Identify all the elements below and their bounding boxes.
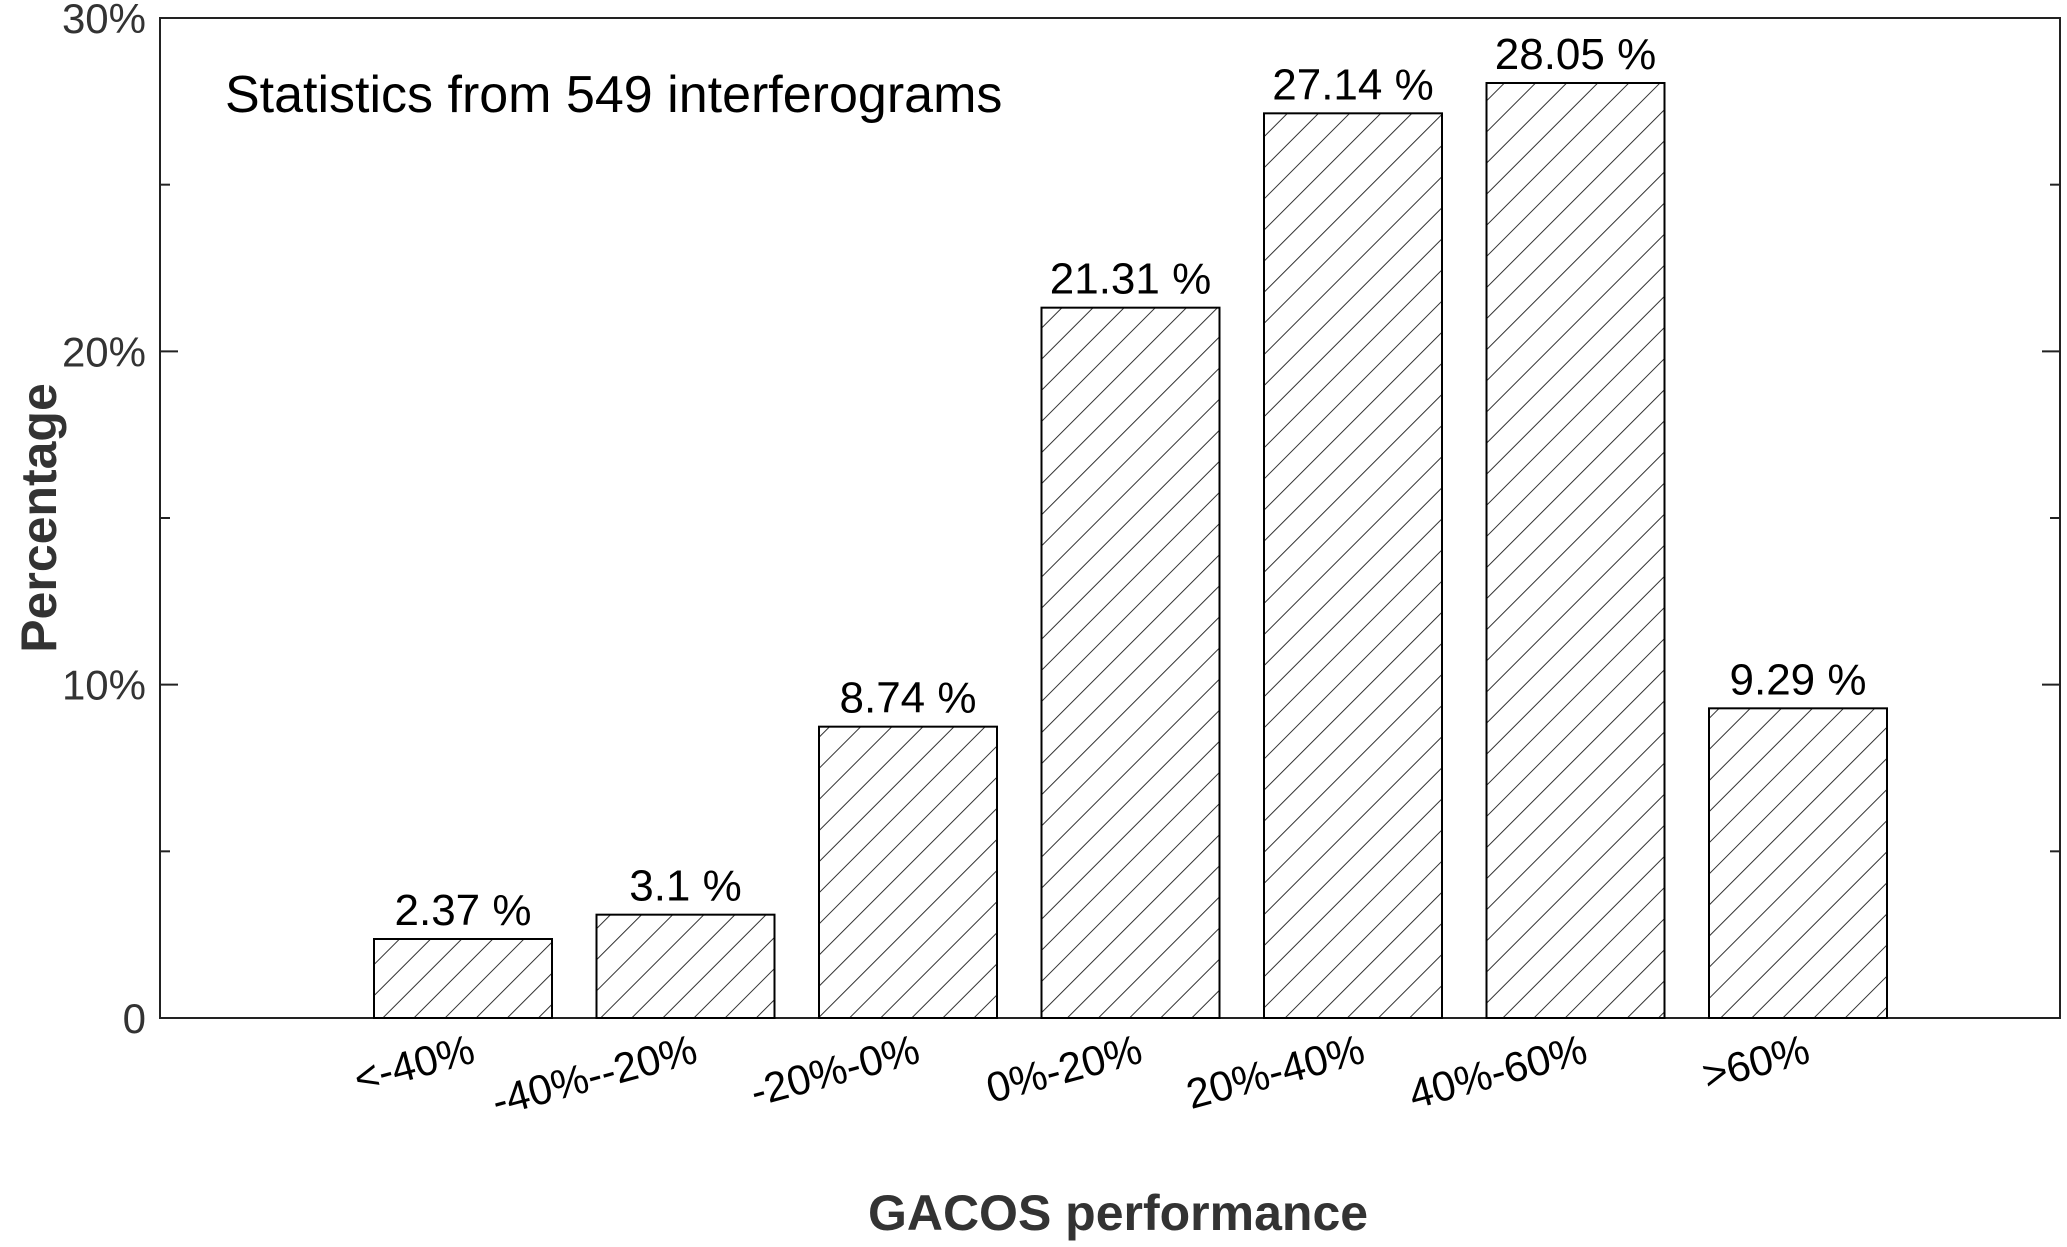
bar [818, 725, 998, 1020]
x-category-label: >60% [1697, 1025, 1814, 1099]
bar-data-label: 9.29 % [1730, 655, 1867, 704]
bar-data-label: 8.74 % [840, 674, 977, 723]
y-tick-label: 0 [123, 995, 146, 1042]
x-axis-title: GACOS performance [868, 1185, 1368, 1241]
x-category-label: 0%-20% [981, 1025, 1147, 1111]
bar [595, 913, 776, 1020]
x-category-label: -20%-0% [745, 1025, 924, 1115]
bar-data-label: 27.14 % [1272, 60, 1433, 109]
y-axis-title: Percentage [11, 383, 67, 653]
x-category-label: 20%-40% [1181, 1025, 1369, 1118]
data-labels-group: 2.37 % 3.1 % 8.74 % 21.31 % 27.14 % 28.05 % 9.… [395, 30, 1867, 935]
bar-data-label: 21.31 % [1050, 255, 1211, 304]
bar-data-label: 2.37 % [395, 886, 532, 935]
bar [373, 938, 553, 1019]
bars-group [373, 82, 1888, 1020]
y-tick-label: 10% [62, 662, 146, 709]
x-category-label: <-40% [349, 1025, 480, 1102]
x-category-label: -40%--20% [487, 1025, 702, 1125]
y-tick-label: 30% [62, 0, 146, 42]
category-labels-group: <-40% -40%--20% -20%-0% 0%-20% 20%-40% 40%-60… [349, 1025, 1815, 1125]
x-category-label: 40%-60% [1404, 1025, 1592, 1118]
bar [1263, 112, 1443, 1020]
chart-annotation: Statistics from 549 interferograms [225, 66, 1002, 124]
bar [1040, 306, 1221, 1019]
y-axis-ticks: 0 10% 20% 30% [62, 0, 2060, 1042]
bar [1708, 707, 1888, 1019]
y-tick-label: 20% [62, 328, 146, 375]
bar-data-label: 3.1 % [629, 862, 742, 911]
bar [1485, 82, 1666, 1019]
bar-data-label: 28.05 % [1495, 30, 1656, 79]
